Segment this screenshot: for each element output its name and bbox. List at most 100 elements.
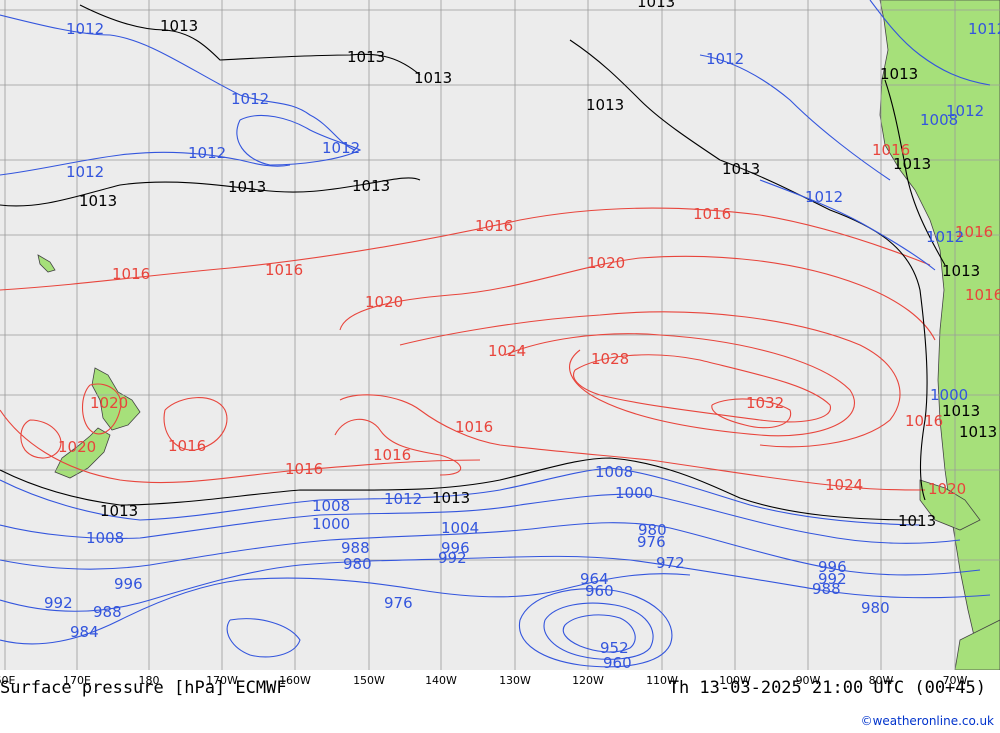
isobar-label: 1028: [591, 350, 629, 368]
isobar-label: 1020: [587, 254, 625, 272]
isobar-label: 960: [603, 654, 632, 670]
low-pressure-isobars: [0, 0, 991, 668]
isobar-label: 1012: [805, 188, 843, 206]
isobar-label: 1013: [586, 96, 624, 114]
isobar-label: 1012: [384, 490, 422, 508]
lon-label: 120W: [572, 674, 604, 687]
isobar-label: 984: [70, 623, 99, 641]
isobar-label: 1016: [168, 437, 206, 455]
isobar-label: 1020: [58, 438, 96, 456]
lon-label: 100W: [719, 674, 751, 687]
isobar-label: 1013: [414, 69, 452, 87]
tierra-del-fuego-land: [919, 479, 981, 531]
antarctic-peninsula-land: [954, 619, 1000, 670]
isobar-label: 1016: [265, 261, 303, 279]
lon-label: 70W: [942, 674, 968, 687]
credit-link[interactable]: ©weatheronline.co.uk: [860, 714, 994, 728]
isobar-label: 1012: [322, 139, 360, 157]
isobar-label: 980: [638, 521, 667, 539]
isobar-label: 1012: [188, 144, 226, 162]
isobar-label: 1013: [942, 262, 980, 280]
isobar-label: 1016: [285, 460, 323, 478]
isobar-label: 1016: [455, 418, 493, 436]
isobar-label: 996: [114, 575, 143, 593]
isobar-label: 972: [656, 554, 685, 572]
isobar-label: 992: [438, 549, 467, 567]
standard-isobars: [0, 4, 946, 521]
isobar-label: 1000: [615, 484, 653, 502]
isobar-label: 1012: [231, 90, 269, 108]
isobar-label: 1016: [112, 265, 150, 283]
isobar-label: 1016: [693, 205, 731, 223]
isobar-label: 996: [441, 539, 470, 557]
isobar-label: 976: [384, 594, 413, 612]
valid-time: Th 13-03-2025 21:00 UTC (00+45): [668, 678, 986, 698]
isobar-label: 1020: [365, 293, 403, 311]
isobar-label: 1008: [595, 463, 633, 481]
isobar-label: 1013: [79, 192, 117, 210]
isobar-label: 1013: [432, 489, 470, 507]
isobar-label: 988: [93, 603, 122, 621]
isobar-label: 1016: [905, 412, 943, 430]
isobar-label: 1013: [100, 502, 138, 520]
isobar-label: 992: [44, 594, 73, 612]
graticule: [0, 0, 1000, 670]
isobar-label: 1008: [86, 529, 124, 547]
isobar-label: 1013: [352, 177, 390, 195]
isobar-label: 1008: [920, 111, 958, 129]
isobar-label: 1000: [930, 386, 968, 404]
isobar-label: 960: [585, 582, 614, 600]
isobar-label: 988: [341, 539, 370, 557]
isobar-label: 1013: [942, 402, 980, 420]
isobar-label: 1016: [475, 217, 513, 235]
isobar-label: 1012: [926, 228, 964, 246]
isobar-label: 1016: [965, 286, 1000, 304]
isobar-label: 1013: [160, 17, 198, 35]
isobar-label: 1013: [228, 178, 266, 196]
isobar-label: 1016: [373, 446, 411, 464]
isobar-label: 1008: [312, 497, 350, 515]
isobar-label: 1012: [66, 20, 104, 38]
isobar-label: 980: [343, 555, 372, 573]
isobar-label: 976: [637, 533, 666, 551]
lon-label: 60E: [0, 674, 16, 687]
lon-label: 130W: [499, 674, 531, 687]
lon-label: 170E: [63, 674, 91, 687]
map-title: Surface pressure [hPa] ECMWF: [0, 678, 287, 698]
isobar-label: 1013: [637, 0, 675, 11]
isobar-label: 1012: [946, 102, 984, 120]
isobar-label: 1013: [959, 423, 997, 441]
lon-label: 160W: [279, 674, 311, 687]
isobar-label: 1013: [880, 65, 918, 83]
isobar-label: 996: [818, 558, 847, 576]
isobar-label: 1016: [872, 141, 910, 159]
lon-label: 140W: [425, 674, 457, 687]
isobar-label: 1012: [66, 163, 104, 181]
isobar-label: 1013: [893, 155, 931, 173]
isobar-label: 1020: [90, 394, 128, 412]
isobar-label: 1024: [488, 342, 526, 360]
isobar-label: 1013: [898, 512, 936, 530]
isobar-label: 1016: [955, 223, 993, 241]
lon-label: 110W: [646, 674, 678, 687]
isobar-label: 1020: [928, 480, 966, 498]
isobar-label: 964: [580, 570, 609, 588]
new-caledonia-land: [37, 254, 56, 273]
isobar-label: 1012: [706, 50, 744, 68]
isobar-label: 1000: [312, 515, 350, 533]
high-pressure-isobars: [0, 207, 936, 491]
isobar-label: 980: [861, 599, 890, 617]
isobar-label: 952: [600, 639, 629, 657]
lon-label: 150W: [353, 674, 385, 687]
lon-label: 170W: [206, 674, 238, 687]
lon-label: 80W: [868, 674, 894, 687]
isobar-label: 988: [812, 580, 841, 598]
isobar-labels: 1016 1016 1016 1016 1016 1016 1016 1016 …: [44, 0, 1000, 670]
lon-label: 90W: [795, 674, 821, 687]
isobar-label: 1013: [347, 48, 385, 66]
isobar-label: 992: [818, 570, 847, 588]
isobar-label: 1024: [825, 476, 863, 494]
isobar-label: 1013: [722, 160, 760, 178]
pressure-map: 1016 1016 1016 1016 1016 1016 1016 1016 …: [0, 0, 1000, 670]
map-canvas: 1016 1016 1016 1016 1016 1016 1016 1016 …: [0, 0, 1000, 670]
